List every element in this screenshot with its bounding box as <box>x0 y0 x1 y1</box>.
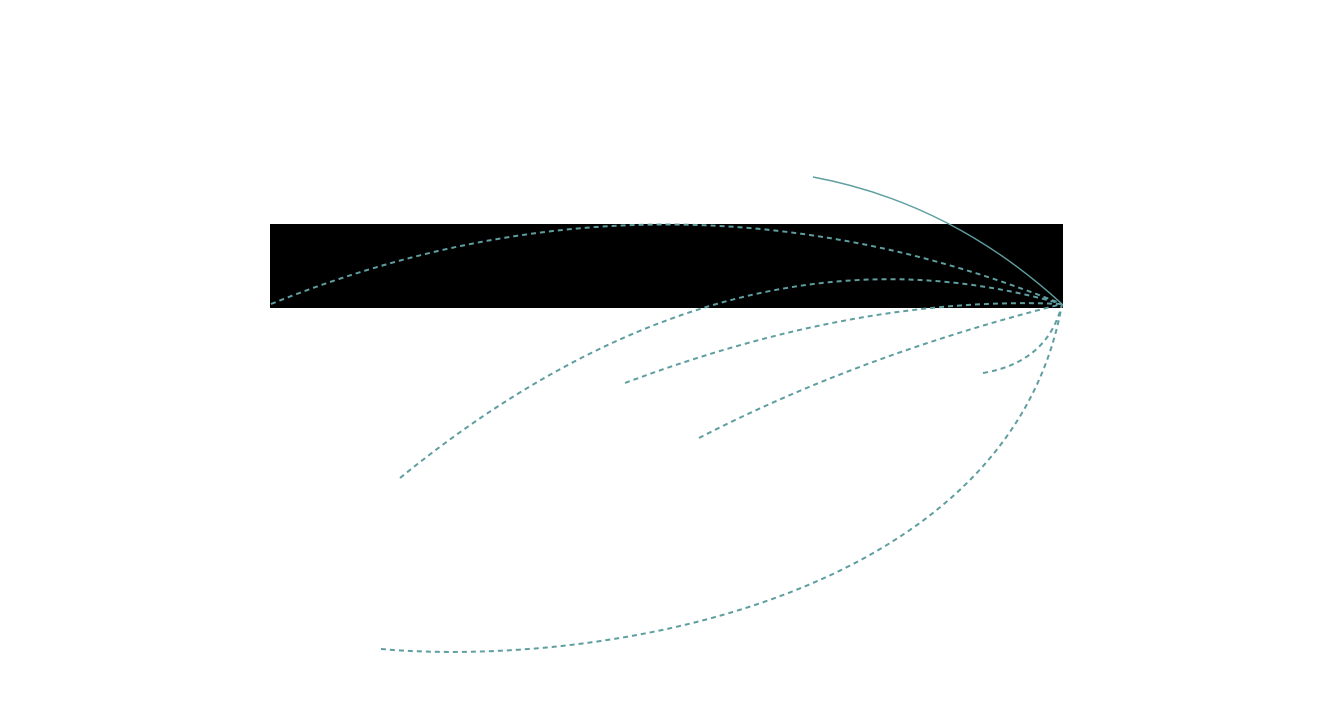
arc-bottom-long <box>380 303 1063 653</box>
arc-short-stub <box>982 303 1063 374</box>
black-banner-rect <box>270 224 1063 308</box>
arc-left-long <box>270 223 1063 305</box>
arc-middle <box>624 302 1063 384</box>
arc-mid-low <box>698 303 1063 439</box>
arc-mid-left <box>399 278 1063 479</box>
arc-top-solid <box>812 176 1063 305</box>
